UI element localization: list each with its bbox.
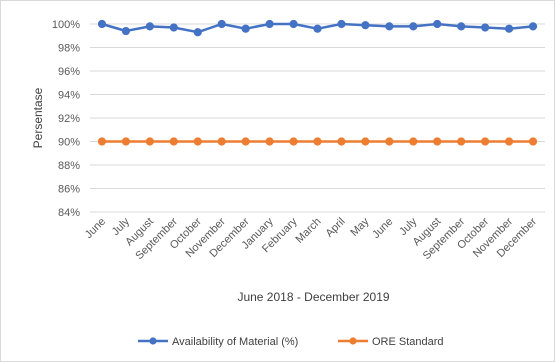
- y-tick-label: 88%: [58, 160, 80, 172]
- data-point: [265, 137, 274, 146]
- legend-swatch-marker: [149, 337, 157, 345]
- x-tick-labels: June JulyAugustSeptemberOctoberNovemberDe…: [83, 215, 540, 262]
- data-point: [337, 19, 346, 29]
- y-tick-label: 98%: [58, 43, 80, 55]
- x-tick-label: May: [348, 215, 372, 239]
- data-point: [337, 137, 346, 146]
- data-point: [289, 19, 298, 29]
- data-point: [121, 137, 131, 146]
- data-point: [97, 19, 107, 29]
- x-tick-label: June: [370, 216, 395, 241]
- data-point: [241, 24, 250, 33]
- data-point: [265, 19, 274, 29]
- data-point: [193, 137, 202, 146]
- data-point: [481, 137, 490, 146]
- data-point: [313, 24, 322, 33]
- data-point: [169, 137, 178, 146]
- legend-label: ORE Standard: [372, 336, 444, 348]
- y-tick-label: 94%: [58, 90, 80, 102]
- gridlines: [90, 23, 545, 213]
- data-point: [97, 137, 107, 146]
- data-point: [145, 137, 154, 146]
- legend: Availability of Material (%) ORE Standard: [138, 336, 444, 348]
- series-lines: [101, 22, 534, 143]
- data-point: [217, 137, 226, 146]
- series-points: [97, 19, 538, 146]
- data-point: [385, 22, 394, 31]
- y-tick-label: 90%: [58, 137, 80, 149]
- data-point: [409, 137, 418, 146]
- data-point: [361, 137, 370, 146]
- data-point: [433, 19, 442, 29]
- data-point: [528, 137, 538, 146]
- data-point: [481, 23, 490, 32]
- data-point: [504, 137, 514, 146]
- x-tick-label: March: [294, 216, 324, 246]
- y-tick-label: 100%: [52, 19, 80, 31]
- legend-swatch-marker: [349, 337, 357, 345]
- data-point: [289, 137, 298, 146]
- y-axis-title: Persentase: [31, 87, 45, 148]
- legend-label: Availability of Material (%): [172, 336, 298, 348]
- data-point: [169, 23, 178, 32]
- x-axis-title: June 2018 - December 2019: [237, 290, 389, 304]
- y-tick-label: 84%: [58, 207, 80, 219]
- data-point: [313, 137, 322, 146]
- x-tick-label: April: [324, 216, 348, 240]
- data-point: [241, 137, 250, 146]
- data-point: [121, 26, 131, 36]
- y-tick-label: 96%: [58, 66, 80, 78]
- x-tick-label: June: [83, 216, 108, 241]
- data-point: [145, 22, 154, 31]
- data-point: [385, 137, 394, 146]
- data-point: [457, 137, 466, 146]
- data-point: [433, 137, 442, 146]
- y-tick-label: 92%: [58, 113, 80, 125]
- data-point: [457, 22, 466, 31]
- y-tick-labels: 84% 86% 88% 90% 92% 94% 96% 98% 100%: [52, 19, 80, 219]
- data-point: [193, 28, 202, 37]
- data-point: [217, 19, 226, 29]
- data-point: [504, 24, 514, 33]
- y-tick-label: 86%: [58, 184, 80, 196]
- data-point: [528, 22, 538, 31]
- data-point: [409, 22, 418, 31]
- data-point: [361, 21, 370, 30]
